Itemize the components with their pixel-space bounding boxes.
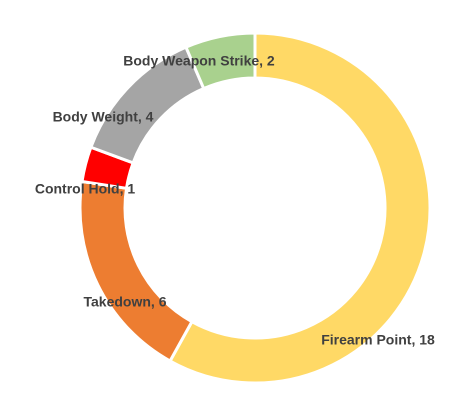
data-label: Body Weight, 4	[53, 109, 154, 125]
donut-segment	[184, 31, 257, 91]
data-label: Body Weapon Strike, 2	[123, 53, 275, 69]
data-label: Control Hold, 1	[35, 181, 136, 197]
donut-segment	[78, 179, 194, 364]
data-label: Firearm Point, 18	[321, 332, 435, 348]
data-label: Takedown, 6	[84, 294, 167, 310]
donut-segment	[168, 31, 432, 385]
